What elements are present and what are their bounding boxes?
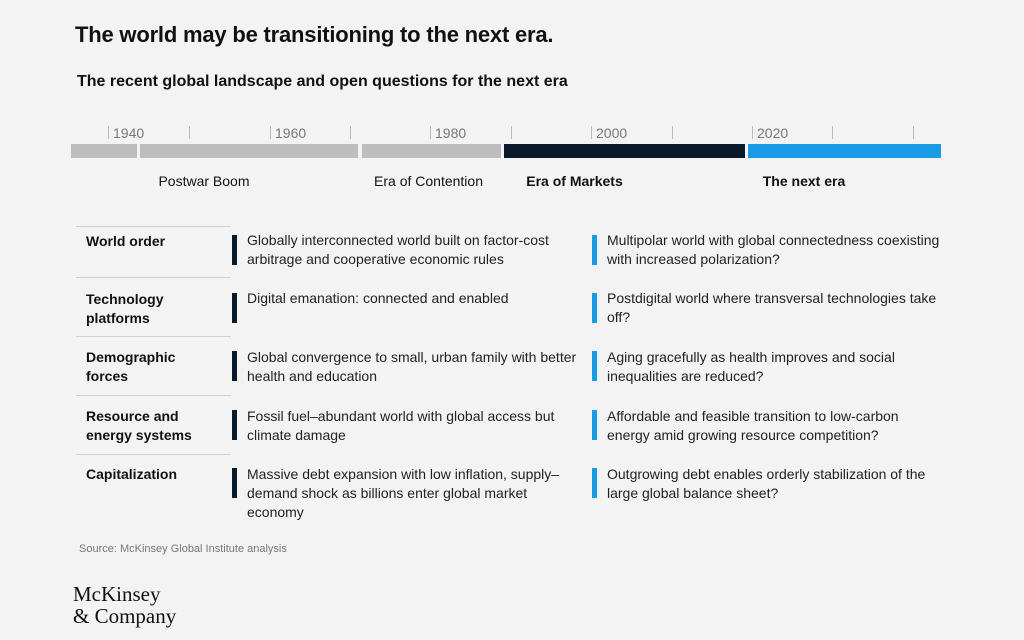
timeline-tick — [270, 126, 271, 139]
page-title: The world may be transitioning to the ne… — [75, 22, 554, 47]
next-era-cell: Outgrowing debt enables orderly stabiliz… — [607, 466, 926, 501]
timeline-tick — [672, 126, 673, 139]
next-era-cell: Postdigital world where transversal tech… — [607, 290, 937, 325]
markets-marker — [232, 293, 237, 323]
year-label-2000: 2000 — [596, 125, 628, 141]
row-label-technology: Technology platforms — [86, 291, 164, 326]
markets-marker — [232, 351, 237, 381]
row-label-world-order: World order — [86, 233, 166, 249]
markets-marker — [232, 235, 237, 265]
timeline-tick — [189, 126, 190, 139]
mckinsey-logo: McKinsey & Company — [73, 583, 176, 627]
next-era-marker — [592, 293, 597, 323]
year-label-1960: 1960 — [275, 125, 307, 141]
page-subtitle: The recent global landscape and open que… — [77, 73, 568, 90]
markets-cell: Massive debt expansion with low inflatio… — [247, 466, 560, 520]
markets-cell: Fossil fuel–abundant world with global a… — [247, 408, 555, 443]
timeline-tick — [108, 126, 109, 139]
row-divider — [76, 226, 231, 227]
timeline-tick — [350, 126, 351, 139]
timeline-tick — [430, 126, 431, 139]
timeline-tick — [913, 126, 914, 139]
logo-line-2: & Company — [73, 604, 177, 628]
era-label-markets: Era of Markets — [526, 173, 623, 189]
source-note: Source: McKinsey Global Institute analys… — [79, 543, 287, 555]
next-era-cell: Affordable and feasible transition to lo… — [607, 408, 899, 443]
row-divider — [76, 277, 231, 278]
row-label-resource-energy: Resource and energy systems — [86, 408, 192, 443]
next-era-cell: Multipolar world with global connectedne… — [607, 232, 940, 267]
row-label-demographic: Demographic forces — [86, 349, 176, 384]
row-divider — [76, 454, 231, 455]
markets-marker — [232, 410, 237, 440]
markets-cell: Globally interconnected world built on f… — [247, 232, 549, 267]
markets-marker — [232, 468, 237, 498]
row-divider — [76, 395, 231, 396]
row-label-capitalization: Capitalization — [86, 466, 178, 482]
year-label-2020: 2020 — [757, 125, 789, 141]
era-bar-markets — [504, 144, 745, 158]
next-era-cell: Aging gracefully as health improves and … — [607, 349, 895, 384]
markets-cell: Global convergence to small, urban famil… — [247, 349, 577, 384]
markets-cell: Digital emanation: connected and enabled — [247, 290, 509, 306]
row-divider — [76, 336, 231, 337]
era-bar-postwar-boom — [140, 144, 358, 158]
timeline-tick — [591, 126, 592, 139]
era-bar-next-era — [748, 144, 941, 158]
next-era-marker — [592, 351, 597, 381]
year-label-1980: 1980 — [435, 125, 467, 141]
year-label-1940: 1940 — [113, 125, 145, 141]
era-label-next-era: The next era — [762, 173, 846, 189]
next-era-marker — [592, 410, 597, 440]
era-bar-prewar — [71, 144, 137, 158]
next-era-marker — [592, 468, 597, 498]
timeline-tick — [511, 126, 512, 139]
timeline-tick — [752, 126, 753, 139]
next-era-marker — [592, 235, 597, 265]
era-label-contention: Era of Contention — [374, 173, 483, 189]
era-label-postwar-boom: Postwar Boom — [158, 173, 250, 189]
logo-line-1: McKinsey — [73, 582, 161, 606]
timeline-tick — [832, 126, 833, 139]
era-bar-contention — [362, 144, 501, 158]
